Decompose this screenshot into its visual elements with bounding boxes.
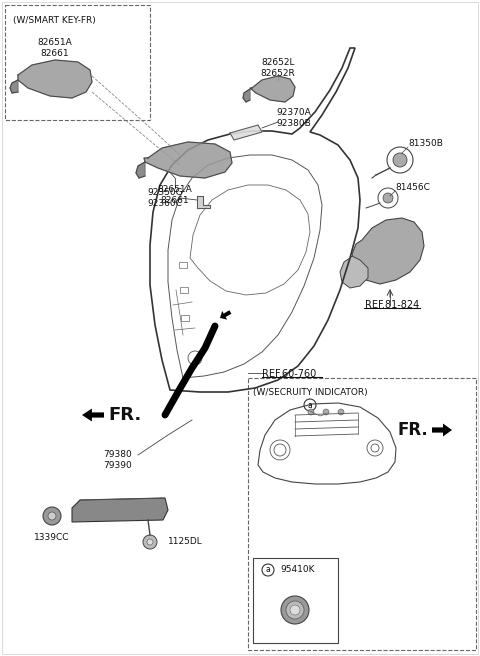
Text: 92350G
92360C: 92350G 92360C [147,188,183,208]
Text: REF.81-824: REF.81-824 [365,300,419,310]
Text: 79380
79390: 79380 79390 [104,450,132,470]
Polygon shape [18,60,92,98]
Text: 82652L
82652R: 82652L 82652R [261,58,295,77]
Polygon shape [243,89,250,102]
Polygon shape [230,125,262,140]
Polygon shape [432,424,452,436]
Circle shape [48,512,56,520]
Bar [181,315,189,321]
Circle shape [43,507,61,525]
Bar [5,5,150,120]
Text: (W/SMART KEY-FR): (W/SMART KEY-FR) [12,16,96,25]
Bar [248,378,476,650]
Circle shape [308,409,314,415]
Circle shape [393,153,407,167]
Polygon shape [136,162,145,178]
Text: 82651A
82661: 82651A 82661 [157,185,192,205]
Bar [180,287,188,293]
Circle shape [281,596,309,624]
Polygon shape [82,409,104,422]
Text: 81350B: 81350B [408,138,443,148]
Text: FR.: FR. [108,406,141,424]
Text: 92370A
92380B: 92370A 92380B [276,108,312,128]
Circle shape [143,535,157,549]
Circle shape [338,409,344,415]
Polygon shape [72,498,168,522]
Polygon shape [340,256,368,288]
Text: REF.60-760: REF.60-760 [262,369,316,379]
Polygon shape [352,218,424,284]
Text: (W/SECRUITY INDICATOR): (W/SECRUITY INDICATOR) [252,388,367,396]
Text: 1125DL: 1125DL [168,537,203,546]
Polygon shape [197,196,210,208]
Circle shape [290,605,300,615]
Bar [179,262,187,268]
Circle shape [383,193,393,203]
Text: 1339CC: 1339CC [34,533,70,543]
Circle shape [147,539,153,545]
Bar [253,558,338,643]
Text: a: a [265,565,270,575]
Circle shape [286,601,304,619]
Text: 82651A
82661: 82651A 82661 [37,38,72,58]
Circle shape [323,409,329,415]
Text: FR.: FR. [397,421,428,439]
Text: 81456C: 81456C [395,184,430,192]
Polygon shape [144,142,232,178]
Text: a: a [308,401,312,409]
Polygon shape [220,310,231,319]
Polygon shape [250,76,295,102]
Text: 95410K: 95410K [281,565,315,575]
Polygon shape [10,80,18,93]
